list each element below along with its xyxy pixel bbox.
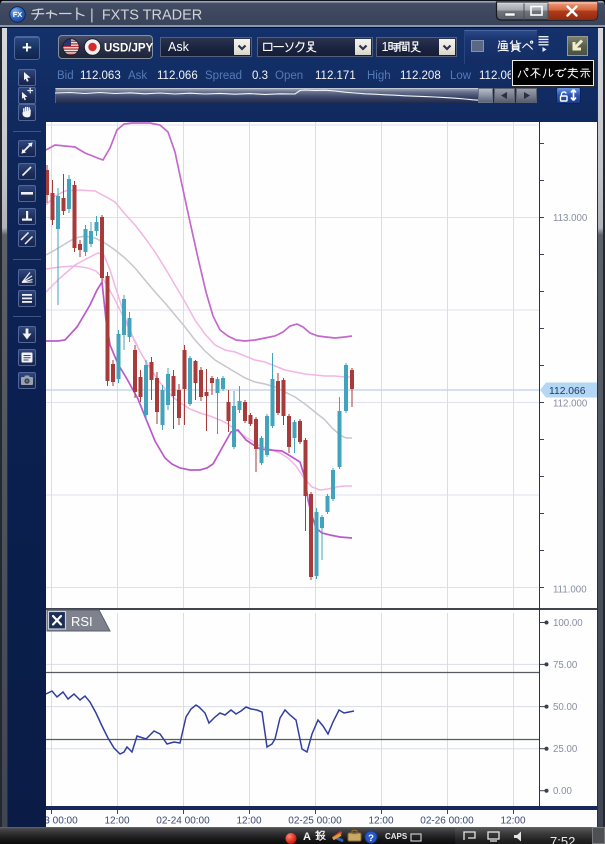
svg-text:112.066: 112.066 bbox=[549, 386, 586, 397]
svg-text:| FXTS TRADER: | FXTS TRADER bbox=[90, 8, 202, 24]
svg-text:USD/JPY: USD/JPY bbox=[104, 43, 153, 55]
svg-text:100.00: 100.00 bbox=[553, 618, 583, 629]
svg-text:111.000: 111.000 bbox=[553, 585, 587, 596]
svg-text:12:00: 12:00 bbox=[104, 816, 129, 827]
svg-text:75.00: 75.00 bbox=[553, 660, 578, 671]
svg-text:12:00: 12:00 bbox=[500, 816, 525, 827]
svg-text:02-25 00:00: 02-25 00:00 bbox=[288, 816, 342, 827]
svg-text:RSI: RSI bbox=[71, 614, 93, 629]
svg-text:113.000: 113.000 bbox=[553, 213, 588, 224]
svg-text:FX: FX bbox=[13, 10, 23, 19]
svg-text:02-23 00:00: 02-23 00:00 bbox=[46, 816, 78, 827]
svg-text:112.000: 112.000 bbox=[553, 399, 588, 410]
svg-text:0.00: 0.00 bbox=[553, 786, 572, 797]
svg-text:12:00: 12:00 bbox=[236, 816, 261, 827]
svg-text:02-24 00:00: 02-24 00:00 bbox=[156, 816, 210, 827]
svg-text:12:00: 12:00 bbox=[368, 816, 393, 827]
svg-text:25.00: 25.00 bbox=[553, 744, 578, 755]
svg-text:?: ? bbox=[368, 833, 374, 844]
svg-text:02-26 00:00: 02-26 00:00 bbox=[420, 816, 474, 827]
svg-text:CAPS: CAPS bbox=[385, 832, 408, 841]
svg-text:7:52: 7:52 bbox=[550, 834, 575, 844]
svg-text:50.00: 50.00 bbox=[553, 702, 578, 713]
svg-text:A: A bbox=[303, 831, 311, 843]
